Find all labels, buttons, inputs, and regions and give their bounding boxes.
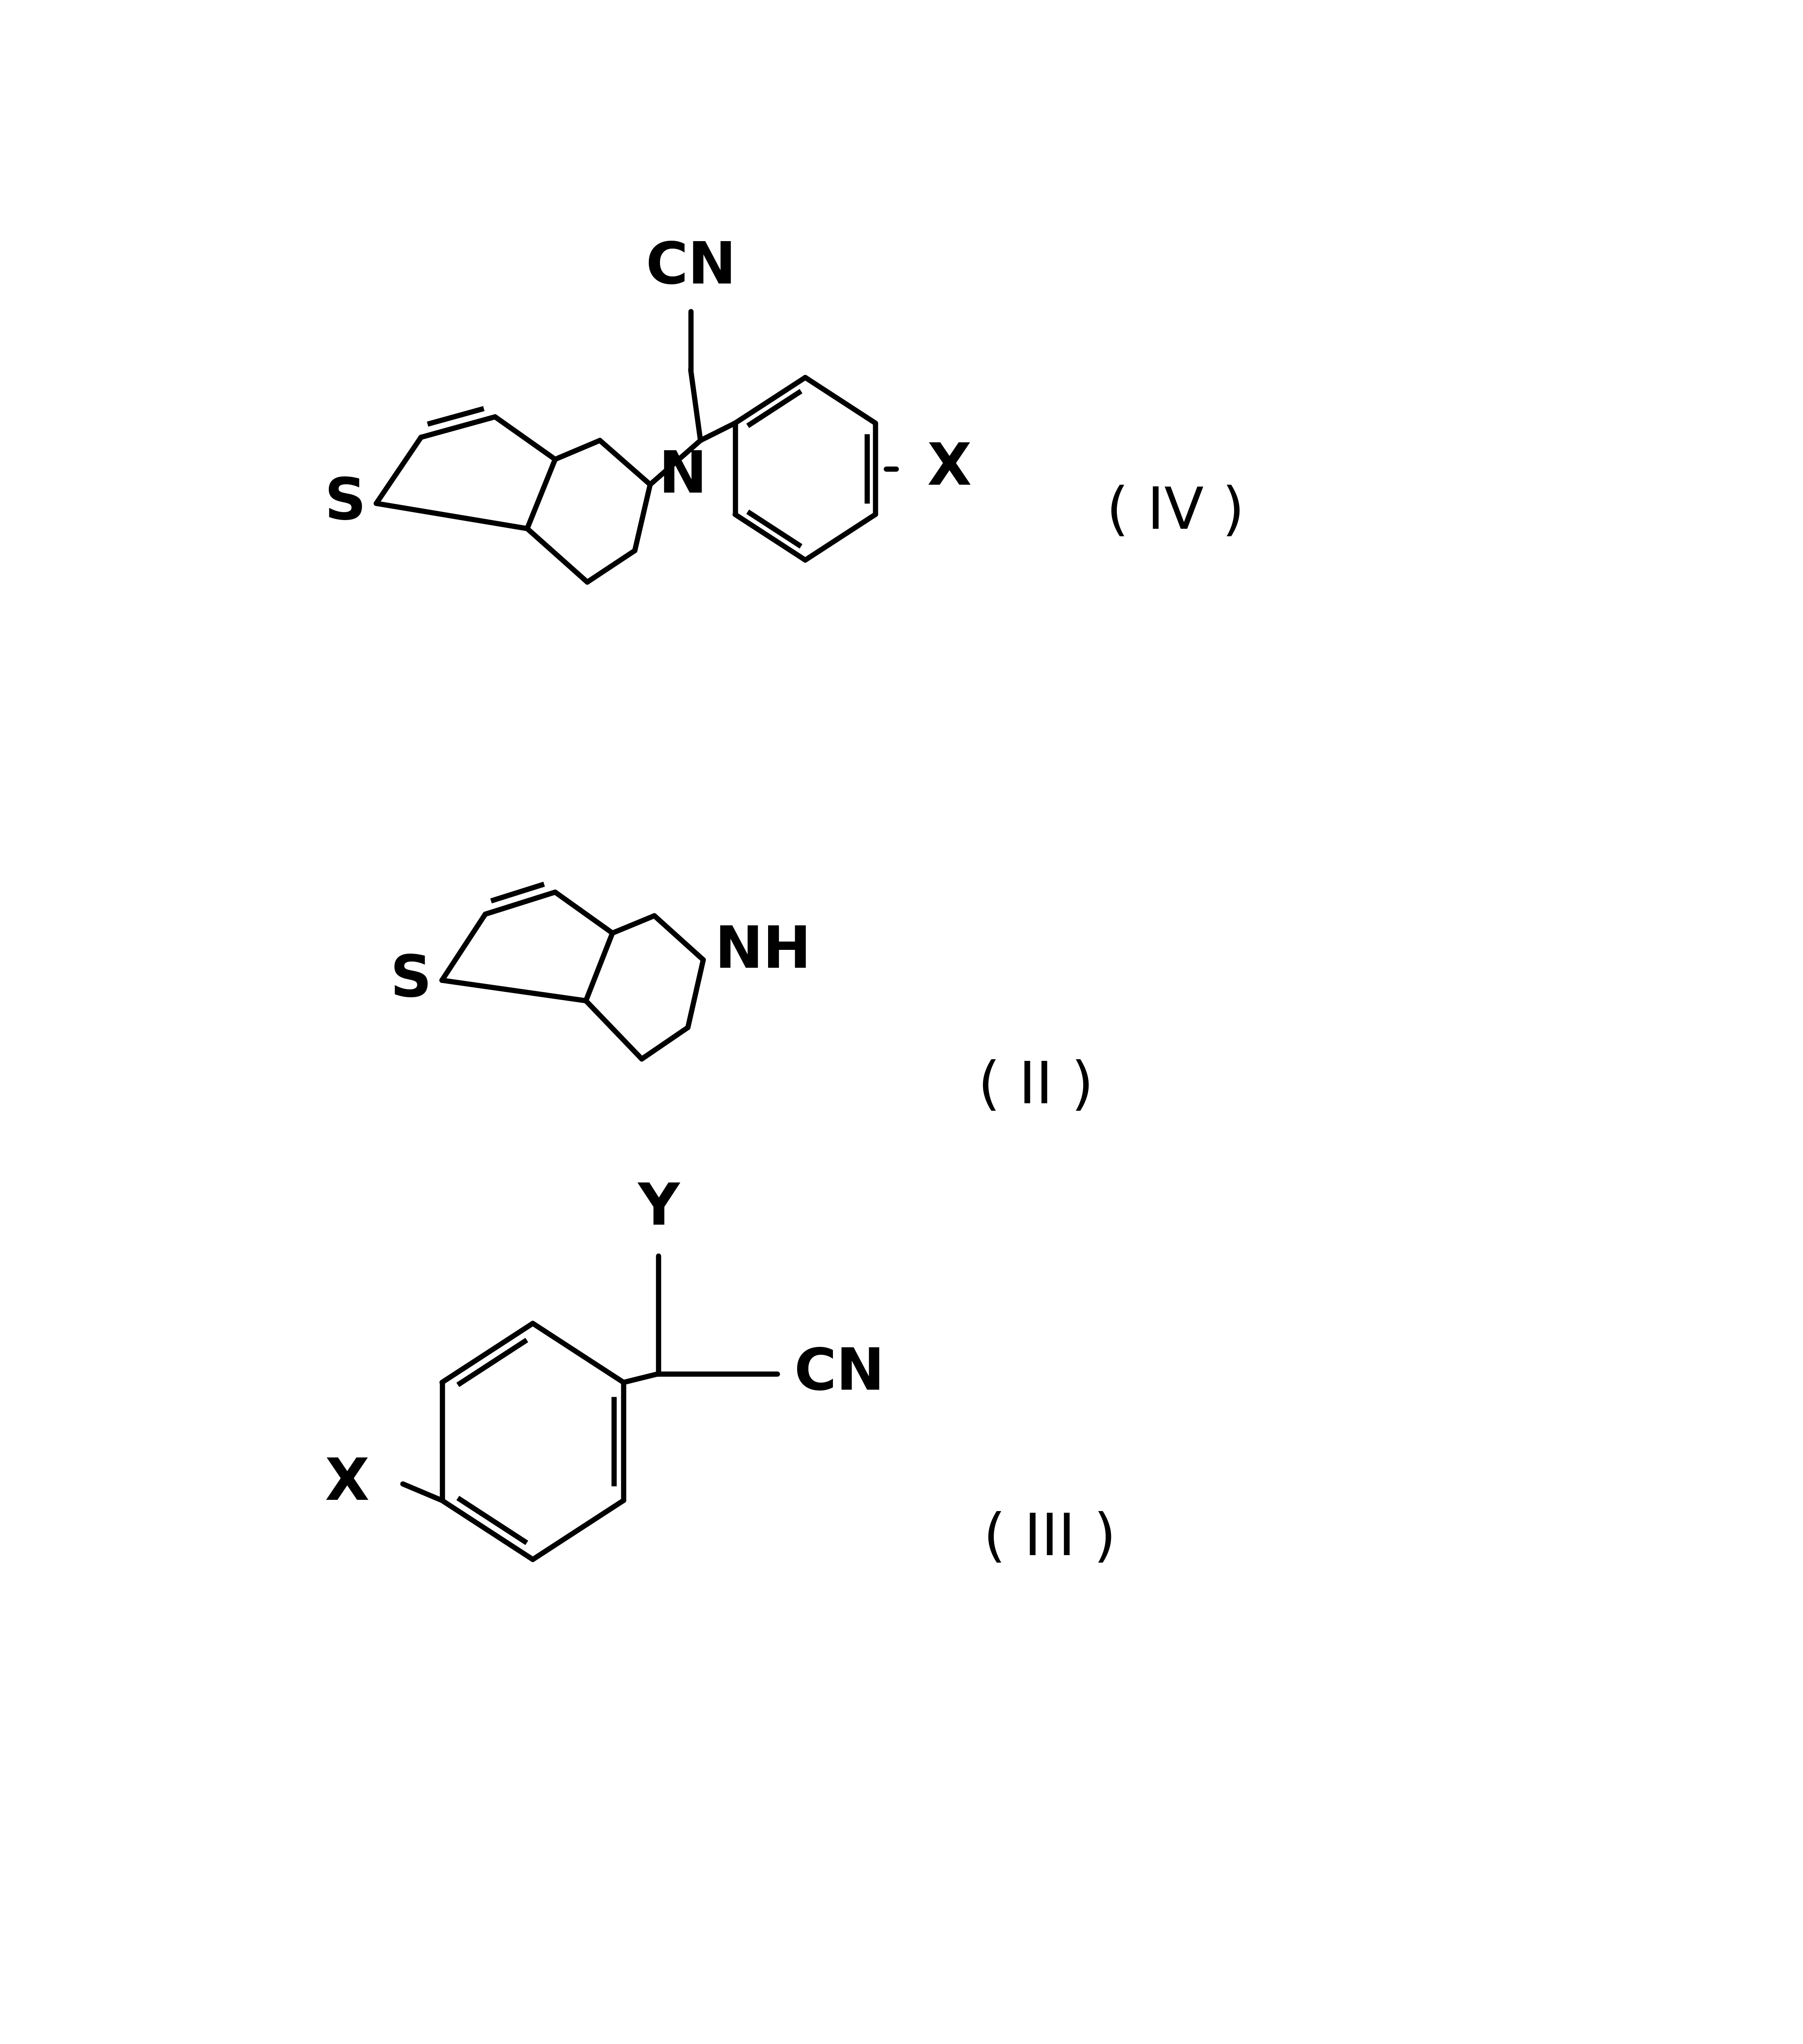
Text: X: X — [927, 442, 972, 497]
Text: ( IV ): ( IV ) — [1107, 484, 1244, 542]
Text: NH: NH — [714, 924, 811, 979]
Text: CN: CN — [645, 239, 736, 296]
Text: S: S — [325, 476, 366, 531]
Text: N: N — [658, 448, 707, 505]
Text: Y: Y — [638, 1181, 680, 1237]
Text: CN: CN — [793, 1345, 885, 1402]
Text: S: S — [391, 953, 433, 1008]
Text: X: X — [325, 1455, 370, 1513]
Text: ( II ): ( II ) — [977, 1059, 1094, 1116]
Text: ( III ): ( III ) — [983, 1511, 1116, 1568]
